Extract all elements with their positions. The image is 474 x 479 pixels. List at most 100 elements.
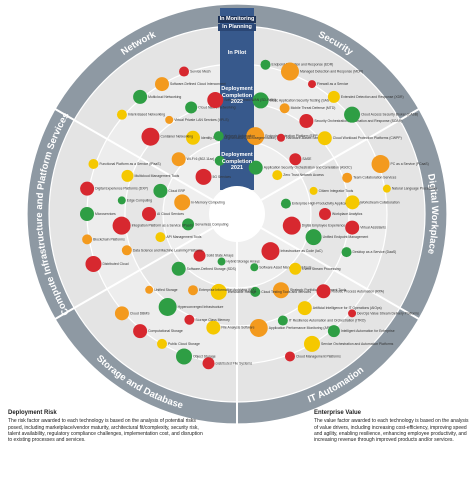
technology-label: Cloud Workload Protection Platforms (CWP…	[333, 136, 402, 140]
technology-dot	[182, 218, 195, 231]
technology-label: Wi-Fi 6 (802.11ax)	[187, 157, 215, 161]
technology-dot	[309, 186, 318, 195]
technology-dot	[305, 229, 322, 246]
technology-dot	[141, 127, 160, 146]
technology-label: Intent-Based Networking	[128, 113, 165, 117]
technology-dot	[207, 92, 224, 109]
technology-label: Digital Employee Experience	[302, 224, 345, 228]
stage-label: Deployment Completion 2022	[221, 86, 253, 105]
technology-dot	[304, 335, 320, 352]
technology-dot	[289, 262, 302, 275]
technology-dot	[277, 315, 288, 326]
technology-dot	[133, 89, 148, 104]
technology-label: Software-Defined WAN (SD-WAN)	[224, 98, 276, 102]
technology-dot	[184, 314, 195, 325]
technology-label: Citizen Integrator Tools	[319, 189, 354, 193]
technology-label: Endpoint Protection Platform (EPP)	[265, 134, 318, 138]
technology-label: Storage Class Memory	[195, 318, 230, 322]
technology-label: DevOps Value Stream Delivery Platforms	[357, 311, 419, 315]
technology-dot	[114, 306, 129, 321]
sector-text: Digital Workplace	[425, 173, 440, 255]
technology-label: Solid State Arrays	[207, 254, 234, 258]
technology-label: Intelligent Automation for Enterprise	[341, 329, 395, 333]
technology-dot	[142, 207, 156, 221]
technology-label: Security Orchestration, Automation and R…	[314, 119, 402, 123]
technology-dot	[345, 195, 360, 210]
center	[209, 186, 265, 242]
technology-label: File Analysis Software	[221, 326, 254, 330]
technology-dot	[186, 130, 200, 145]
technology-label: Workstream Collaboration	[360, 200, 399, 204]
stage-label: In Monitoring	[218, 16, 256, 23]
technology-label: Service Mesh	[190, 70, 211, 74]
technology-label: 5G Services	[213, 175, 232, 179]
technology-label: Managed Detection and Response (MDR)	[300, 70, 363, 74]
technology-dot	[88, 159, 99, 170]
technology-label: Cloud ERP	[168, 189, 186, 193]
technology-dot	[157, 338, 167, 349]
stage-label: Deployment Completion 2021	[221, 152, 253, 171]
technology-dot	[327, 325, 340, 338]
technology-dot	[117, 196, 126, 205]
technology-dot	[317, 131, 332, 146]
technology-label: Unified Endpoint Management	[323, 235, 369, 239]
technology-label: PC as a Service (PCaaS)	[391, 162, 429, 166]
technology-label: Unified Storage	[154, 288, 177, 292]
sector-divider	[54, 227, 214, 320]
technology-label: AI Cloud Services	[157, 212, 184, 216]
technology-dot	[280, 62, 299, 81]
stage-label: In Pilot	[227, 50, 247, 56]
technology-label: Application Security Orchestration and C…	[264, 166, 352, 170]
technology-label: Workplace Analytics	[332, 212, 363, 216]
stage-column	[220, 8, 254, 190]
technology-label: Hyperconverged Infrastructure	[178, 305, 224, 309]
technology-dot	[371, 155, 390, 174]
technology-dot	[112, 216, 131, 235]
legend-title: Enterprise Value	[314, 410, 362, 416]
technology-label: Extended Detection and Response (XDR)	[341, 95, 404, 99]
technology-dot	[155, 232, 166, 243]
technology-label: Hybrid Storage Arrays	[227, 260, 260, 264]
technology-dot	[195, 168, 212, 185]
technology-label: Zero Trust Network Access	[283, 173, 324, 177]
technology-dot	[133, 324, 148, 339]
technology-label: Enterprise High-Productivity Application…	[292, 202, 361, 206]
technology-dot	[249, 318, 268, 337]
technology-label: Cloud Management Platforms	[296, 354, 341, 358]
legend-text: The risk factor awarded to each technolo…	[8, 418, 203, 444]
technology-label: Software-Defined Cloud Interconnect	[170, 82, 226, 86]
technology-label: Edge Computing	[127, 198, 152, 202]
technology-label: Virtual Private LAN Services (VPLS)	[174, 118, 228, 122]
value-legend: Enterprise Value The value factor awarde…	[314, 410, 469, 443]
technology-label: Static Application Security Testing (SAS…	[270, 98, 333, 102]
technology-label: Desktop as a Service (DaaS)	[353, 250, 397, 254]
technology-dot	[214, 155, 225, 166]
technology-label: IT Resilience Automation and Orchestrati…	[289, 319, 366, 323]
technology-label: Integration Platform as a Service (iPaaS…	[132, 224, 193, 228]
technology-label: Software Asset Management Tools	[259, 265, 311, 269]
sector-divider	[54, 108, 214, 201]
technology-label: Cloud DBMS	[130, 311, 150, 315]
technology-dot	[273, 282, 289, 299]
technology-label: Functional Platform as a Service (fPaaS)	[99, 162, 160, 166]
technology-label: Artificial Intelligence for IT Operation…	[313, 306, 382, 310]
technology-dot	[297, 301, 312, 316]
technology-dot	[250, 286, 261, 297]
technology-dot	[252, 92, 269, 109]
technology-label: Digital Experience Platforms (DXP)	[95, 187, 148, 191]
technology-dot	[250, 263, 259, 272]
technology-label: Serverless Computing	[195, 222, 228, 226]
technology-label: Data Science and Machine Learning Platfo…	[133, 248, 203, 252]
technology-label: Robotic Process Automation (RPA)	[332, 289, 385, 293]
technology-dot	[344, 106, 361, 123]
technology-label: Endpoint Detection and Response (EDR)	[271, 63, 333, 67]
technology-label: Identity-Based Segmentation (Microsegmen…	[201, 136, 276, 140]
technology-label: Application Performance Monitoring (APM)	[269, 326, 333, 330]
technology-label: Firewall as a Service	[317, 82, 348, 86]
technology-dot	[171, 152, 186, 167]
technology-dot	[299, 114, 314, 129]
technology-dot	[171, 261, 186, 276]
technology-label: Computational Storage	[148, 329, 183, 333]
technology-dot	[217, 257, 226, 266]
